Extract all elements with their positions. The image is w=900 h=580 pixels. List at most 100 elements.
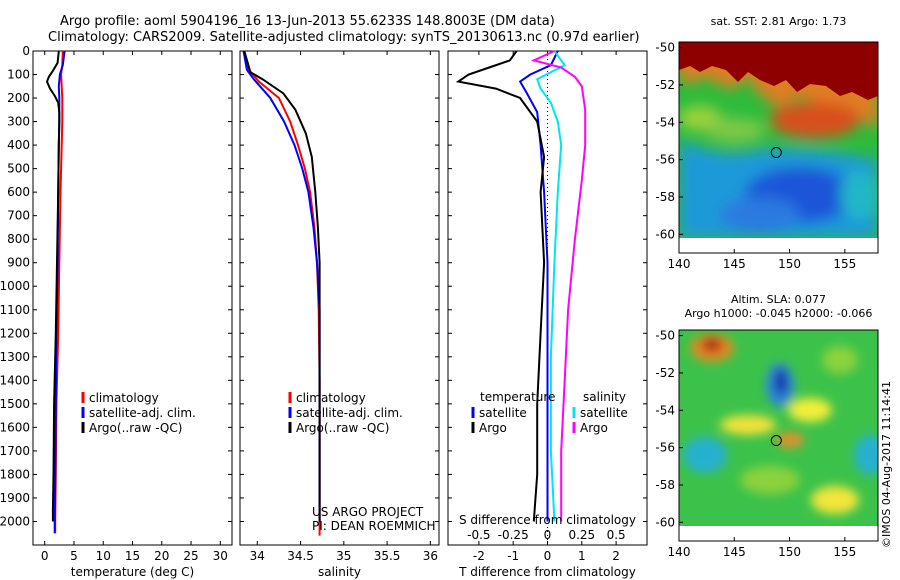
differences-x2-tick-label: 0.5 bbox=[607, 528, 626, 542]
sla-map-frame bbox=[678, 329, 879, 542]
sla-map-ytick-label: -60 bbox=[655, 515, 675, 529]
differences-xtick-label: 0 bbox=[544, 549, 552, 563]
temperature-xtick-label: 15 bbox=[125, 549, 140, 563]
sst-map-field bbox=[679, 42, 878, 238]
depth-tick-label: 1000 bbox=[0, 279, 30, 293]
depth-tick-label: 300 bbox=[7, 115, 30, 129]
sla-map-field bbox=[679, 330, 878, 526]
sat-sst-map-xtick-label: 140 bbox=[668, 257, 691, 271]
differences-legend-entry: Argo bbox=[580, 421, 608, 435]
differences-x2-tick-label: 0 bbox=[544, 528, 552, 542]
depth-tick-label: 1500 bbox=[0, 397, 30, 411]
differences-series-t-satellite bbox=[518, 50, 559, 522]
depth-tick-label: 900 bbox=[7, 256, 30, 270]
differences-series-s-satellite bbox=[535, 50, 567, 522]
salinity-legend-entry: satellite-adj. clim. bbox=[296, 406, 403, 420]
differences-xtick-label: -2 bbox=[473, 549, 485, 563]
differences-x2-tick-label: -0.5 bbox=[467, 528, 490, 542]
differences-series-s-argo bbox=[530, 50, 587, 522]
salinity-xtick-label: 34 bbox=[250, 549, 265, 563]
depth-tick-label: 1800 bbox=[0, 467, 30, 481]
salinity-series-argo-raw-qc- bbox=[243, 50, 321, 522]
salinity-plot-frame bbox=[239, 50, 440, 546]
sla-map-ytick-label: -52 bbox=[655, 366, 675, 380]
sla-map-xtick-label: 150 bbox=[778, 545, 801, 559]
depth-tick-label: 800 bbox=[7, 232, 30, 246]
salinity-xtick-label: 35.5 bbox=[374, 549, 401, 563]
salinity-series-satellite-adj-clim- bbox=[242, 50, 321, 522]
sat-sst-map-ytick-label: -60 bbox=[655, 227, 675, 241]
copyright-watermark: ©IMOS 04-Aug-2017 11:14:41 bbox=[880, 381, 893, 548]
sat-sst-map-ytick-label: -58 bbox=[655, 190, 675, 204]
differences-legend-title-temperature: temperature bbox=[480, 390, 555, 404]
depth-tick-label: 1400 bbox=[0, 373, 30, 387]
depth-tick-label: 1900 bbox=[0, 491, 30, 505]
differences-x2-tick-label: -0.25 bbox=[498, 528, 529, 542]
depth-tick-label: 700 bbox=[7, 209, 30, 223]
salinity-legend-entry: Argo(..raw -QC) bbox=[296, 421, 389, 435]
sat-sst-map-ytick-label: -54 bbox=[655, 115, 675, 129]
differences-legend-entry: Argo bbox=[479, 421, 507, 435]
depth-tick-label: 1600 bbox=[0, 420, 30, 434]
temperature-series-argo-raw-qc- bbox=[45, 50, 61, 522]
sla-map-xtick-label: 155 bbox=[833, 545, 856, 559]
differences-x-axis-label: T difference from climatology bbox=[458, 565, 636, 579]
differences-x2-axis-label: S difference from climatology bbox=[459, 513, 636, 527]
differences-legend-title-salinity: salinity bbox=[583, 390, 626, 404]
differences-series-t-argo bbox=[455, 50, 546, 522]
pi-annotation: PI: DEAN ROEMMICH bbox=[312, 519, 435, 533]
differences-legend-entry: satellite bbox=[479, 406, 527, 420]
differences-xtick-label: 1 bbox=[578, 549, 586, 563]
temperature-xtick-label: 10 bbox=[96, 549, 111, 563]
sla-map-ytick-label: -50 bbox=[655, 329, 675, 343]
sat-sst-map-xtick-label: 155 bbox=[833, 257, 856, 271]
depth-tick-label: 1300 bbox=[0, 350, 30, 364]
sat-sst-map-xtick-label: 145 bbox=[723, 257, 746, 271]
sat-sst-map-frame bbox=[678, 41, 879, 254]
depth-tick-label: 1100 bbox=[0, 303, 30, 317]
sat-sst-map-ytick-label: -52 bbox=[655, 78, 675, 92]
temperature-xtick-label: 20 bbox=[154, 549, 169, 563]
sat-sst-map-title: sat. SST: 2.81 Argo: 1.73 bbox=[711, 15, 847, 28]
sla-map-float-marker bbox=[770, 435, 782, 447]
sat-sst-map-xtick-label: 150 bbox=[778, 257, 801, 271]
salinity-xtick-label: 36 bbox=[423, 549, 438, 563]
figure-title-line1: Argo profile: aoml 5904196_16 13-Jun-201… bbox=[60, 14, 555, 29]
differences-xtick-label: -1 bbox=[507, 549, 519, 563]
depth-tick-label: 100 bbox=[7, 68, 30, 82]
salinity-x-axis-label: salinity bbox=[318, 565, 361, 579]
salinity-xtick-label: 35 bbox=[336, 549, 351, 563]
salinity-xtick-label: 34.5 bbox=[287, 549, 314, 563]
sat-sst-map-ytick-label: -50 bbox=[655, 41, 675, 55]
figure-title-line2: Climatology: CARS2009. Satellite-adjuste… bbox=[48, 30, 640, 45]
sla-map-ytick-label: -58 bbox=[655, 478, 675, 492]
depth-tick-label: 1700 bbox=[0, 444, 30, 458]
sla-map-ytick-label: -54 bbox=[655, 403, 675, 417]
depth-tick-label: 1200 bbox=[0, 326, 30, 340]
depth-tick-label: 600 bbox=[7, 185, 30, 199]
sla-map-xtick-label: 140 bbox=[668, 545, 691, 559]
sat-sst-map-ytick-label: -56 bbox=[655, 153, 675, 167]
temperature-xtick-label: 30 bbox=[213, 549, 228, 563]
temperature-x-axis-label: temperature (deg C) bbox=[71, 565, 194, 579]
temperature-xtick-label: 25 bbox=[183, 549, 198, 563]
salinity-legend-entry: climatology bbox=[296, 391, 366, 405]
depth-tick-label: 200 bbox=[7, 91, 30, 105]
pi-annotation: US ARGO PROJECT bbox=[312, 505, 424, 519]
depth-tick-label: 2000 bbox=[0, 514, 30, 528]
differences-x2-tick-label: 0.25 bbox=[568, 528, 595, 542]
sla-map-title: Altim. SLA: 0.077 bbox=[731, 293, 826, 306]
sla-map-subtitle: Argo h1000: -0.045 h2000: -0.066 bbox=[685, 307, 873, 320]
temperature-legend-entry: satellite-adj. clim. bbox=[89, 406, 196, 420]
sat-sst-map-float-marker bbox=[770, 147, 782, 159]
temperature-xtick-label: 5 bbox=[70, 549, 78, 563]
temperature-legend-entry: climatology bbox=[89, 391, 159, 405]
temperature-xtick-label: 0 bbox=[41, 549, 49, 563]
differences-xtick-label: 2 bbox=[612, 549, 620, 563]
depth-tick-label: 0 bbox=[22, 44, 30, 58]
salinity-series-climatology bbox=[242, 50, 321, 536]
depth-tick-label: 400 bbox=[7, 138, 30, 152]
depth-tick-label: 500 bbox=[7, 162, 30, 176]
differences-legend-entry: satellite bbox=[580, 406, 628, 420]
